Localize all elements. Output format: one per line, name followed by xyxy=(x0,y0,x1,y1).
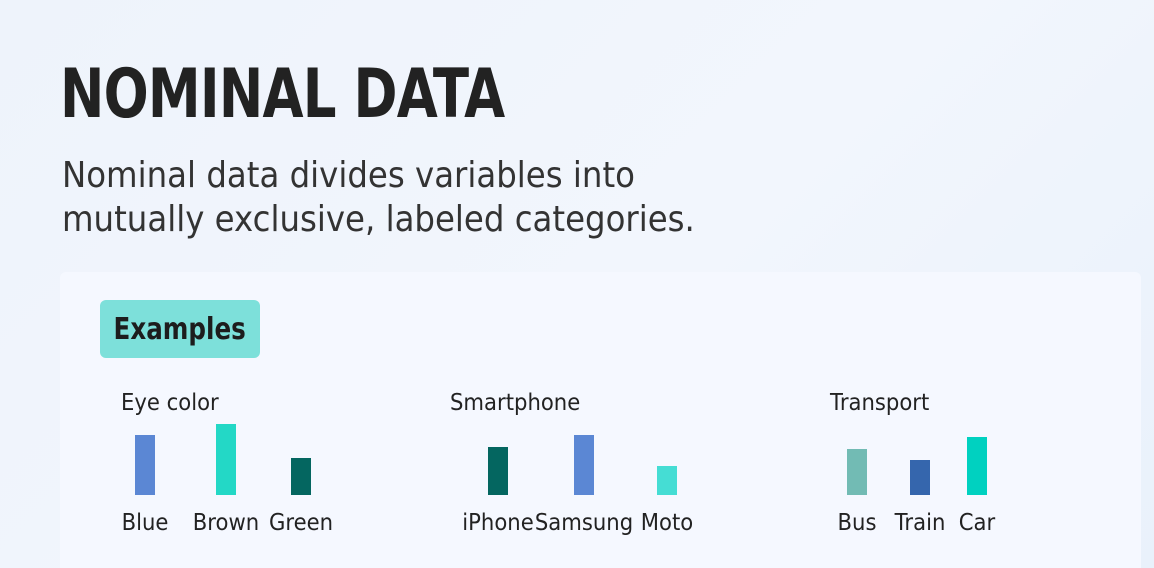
bar-label: Brown xyxy=(192,510,260,536)
bar-brown xyxy=(216,424,236,495)
group-title: Smartphone xyxy=(450,390,581,416)
bar-bus xyxy=(847,449,867,495)
bar-label: Car xyxy=(958,510,996,536)
bar-train xyxy=(910,460,930,495)
page-title: NOMINAL DATA xyxy=(60,55,505,134)
bar-label: Samsung xyxy=(534,510,634,536)
group-title: Eye color xyxy=(121,390,219,416)
bar-iphone xyxy=(488,447,508,495)
group-title: Transport xyxy=(830,390,930,416)
page-subtitle: Nominal data divides variables into mutu… xyxy=(62,155,695,240)
bar-label: Green xyxy=(268,510,334,536)
bar-blue xyxy=(135,435,155,495)
examples-badge: Examples xyxy=(100,300,260,358)
examples-badge-label: Examples xyxy=(113,311,247,347)
examples-panel: Examples Eye color Blue Brown Green Smartp… xyxy=(60,272,1141,568)
bar-label: Moto xyxy=(640,510,694,536)
bar-label: iPhone xyxy=(462,510,534,536)
bar-car xyxy=(967,437,987,495)
bar-label: Bus xyxy=(837,510,877,536)
bar-label: Blue xyxy=(121,510,169,536)
bar-moto xyxy=(657,466,677,495)
bar-samsung xyxy=(574,435,594,495)
bar-label: Train xyxy=(894,510,946,536)
bar-green xyxy=(291,458,311,495)
